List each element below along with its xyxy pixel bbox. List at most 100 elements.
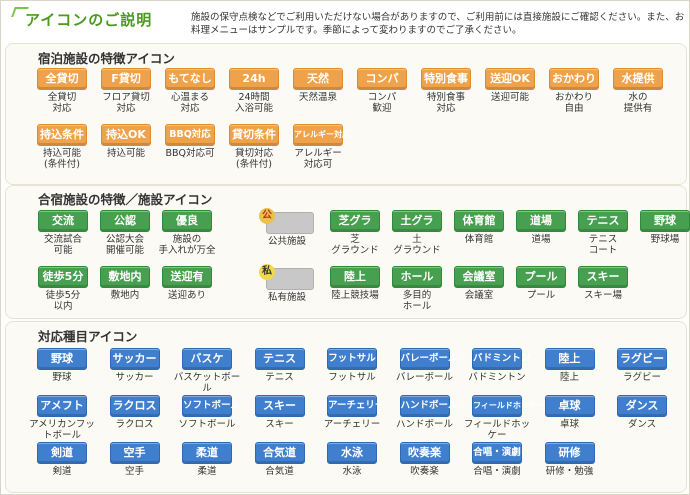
facility-item: 体育館 体育館	[448, 210, 510, 245]
facility-badge-icon: テニス	[578, 210, 628, 232]
stay-item: 持込OK 持込可能	[94, 124, 158, 159]
sport-label: 剣道	[52, 466, 72, 477]
notice-text: 施設の保守点検などでご利用いただけない場合がありますので、ご利用前には直接施設に…	[191, 12, 685, 36]
stay-label: 持込可能 (条件付)	[42, 148, 81, 170]
sport-badge-icon: フットサル	[327, 348, 377, 370]
stay-label: 送迎可能	[490, 92, 529, 103]
camp-feature-label: 敷地内	[110, 290, 140, 301]
facility-label: 道場	[531, 234, 551, 245]
sport-badge-icon: 水泳	[327, 442, 377, 464]
sport-item: 合気道 合気道	[244, 442, 316, 477]
sport-item: サッカー サッカー	[99, 348, 171, 383]
stay-badge-icon: BBQ対応	[165, 124, 215, 146]
facility-item: 陸上 陸上競技場	[324, 266, 386, 301]
sport-label: ラグビー	[622, 372, 661, 383]
sport-label: ダンス	[627, 419, 657, 430]
stay-badge-icon: コンパ	[357, 68, 407, 90]
sport-label: 空手	[124, 466, 144, 477]
sport-item: 吹奏楽 吹奏楽	[389, 442, 461, 477]
sport-item: ハンドボール ハンドボール	[389, 395, 461, 430]
stay-item: 水提供 水の 提供有	[606, 68, 670, 114]
sport-item: 合唱・演劇 合唱・演劇	[461, 442, 533, 477]
stay-badge-icon: F貸切	[101, 68, 151, 90]
stay-item: 持込条件 持込可能 (条件付)	[30, 124, 94, 170]
facility-label: 多目的 ホール	[402, 290, 432, 312]
header: アイコンのご説明 施設の保守点検などでご利用いただけない場合がありますので、ご利…	[1, 1, 689, 39]
camp-feature-item: 敷地内 敷地内	[94, 266, 156, 301]
sport-item: バレーボール バレーボール	[389, 348, 461, 383]
sport-item: ラグビー ラグビー	[606, 348, 678, 383]
stay-label: アレルギー 対応可	[294, 148, 342, 170]
sport-item: 卓球 卓球	[534, 395, 606, 430]
camp-feature-badge-icon: 徒歩5分	[38, 266, 88, 288]
facility-badge-icon: スキー	[578, 266, 628, 288]
sports-section-title: 対応種目アイコン	[38, 329, 138, 344]
stay-label: BBQ対応可	[165, 148, 215, 159]
sport-badge-icon: バスケ	[182, 348, 232, 370]
sport-item: アメフト アメリカンフットボール	[26, 395, 98, 441]
facility-label: 体育館	[464, 234, 494, 245]
stay-section-title: 宿泊施設の特徴アイコン	[38, 51, 175, 66]
camp-feature-item: 公認 公認大会 開催可能	[94, 210, 156, 256]
camp-feature-item: 徒歩5分 徒歩5分 以内	[32, 266, 94, 312]
sport-badge-icon: 合気道	[254, 442, 305, 464]
sport-label: バレーボール	[395, 372, 453, 383]
sport-label: スキー	[265, 419, 294, 430]
sport-badge-icon: ハンドボール	[399, 395, 458, 417]
sport-badge-icon: スキー	[254, 395, 305, 417]
stay-label: 貸切対応 (条件付)	[234, 148, 273, 170]
sport-badge-icon: バレーボール	[399, 348, 458, 370]
sport-item: 野球 野球	[26, 348, 98, 383]
sport-item: 剣道 剣道	[26, 442, 98, 477]
stay-item: 全貸切 全貸切 対応	[30, 68, 94, 114]
sport-item: フィールドホッケー フィールドホッケー	[461, 395, 545, 441]
sport-item: アーチェリー アーチェリー	[316, 395, 388, 430]
sport-item: 陸上 陸上	[534, 348, 606, 383]
private-facility-icon: 私	[259, 264, 314, 290]
stay-badge-icon: 送迎OK	[485, 68, 535, 90]
camp-feature-badge-icon: 優良	[162, 210, 212, 232]
sport-label: 野球	[52, 372, 72, 383]
facility-badge-icon: 体育館	[454, 210, 504, 232]
sport-label: 合唱・演劇	[473, 466, 521, 477]
stay-label: 24時間 入浴可能	[234, 92, 273, 114]
sport-label: 卓球	[559, 419, 579, 430]
sport-label: フィールドホッケー	[463, 419, 531, 441]
sport-badge-icon: アーチェリー	[327, 395, 384, 417]
private-facility-label: 私有施設	[267, 292, 306, 303]
stay-item: BBQ対応 BBQ対応可	[158, 124, 222, 159]
sport-item: ダンス ダンス	[606, 395, 678, 430]
sport-label: フットサル	[328, 372, 376, 383]
facility-label: テニス コート	[588, 234, 618, 256]
sport-label: バスケットボール	[173, 372, 241, 394]
facility-label: 陸上競技場	[331, 290, 379, 301]
stay-label: おかわり 自由	[554, 92, 593, 114]
page-title-text: アイコンのご説明	[25, 11, 153, 29]
facility-item: テニス テニス コート	[572, 210, 634, 256]
sport-item: ラクロス ラクロス	[99, 395, 171, 430]
sport-badge-icon: 合唱・演劇	[472, 442, 522, 464]
camp-feature-badge-icon: 公認	[100, 210, 150, 232]
sport-label: バドミントン	[468, 372, 526, 383]
facility-badge-icon: 土グラ	[392, 210, 442, 232]
facility-badge-icon: 芝グラ	[330, 210, 380, 232]
camp-feature-label: 施設の 手入れが万全	[158, 234, 216, 256]
camp-section-title: 合宿施設の特徴／施設アイコン	[38, 192, 213, 207]
sport-item: バドミントン バドミントン	[461, 348, 533, 383]
sport-item: ソフトボール ソフトボール	[171, 395, 243, 430]
sport-label: 柔道	[197, 466, 217, 477]
facility-item: 土グラ土 グラウンド	[386, 210, 448, 256]
sport-label: 水泳	[342, 466, 362, 477]
stay-item: もてなし 心温まる 対応	[158, 68, 222, 114]
camp-feature-label: 徒歩5分 以内	[45, 290, 81, 312]
sport-badge-icon: ラグビー	[617, 348, 667, 370]
stay-label: 天然温泉	[298, 92, 337, 103]
stay-item: 貸切条件 貸切対応 (条件付)	[222, 124, 286, 170]
stay-label: 水の 提供有	[623, 92, 653, 114]
facility-item: 道場 道場	[510, 210, 572, 245]
sport-label: テニス	[265, 372, 294, 383]
sport-badge-icon: アメフト	[37, 395, 87, 417]
facility-label: プール	[526, 290, 556, 301]
stay-badge-icon: 持込OK	[101, 124, 151, 146]
